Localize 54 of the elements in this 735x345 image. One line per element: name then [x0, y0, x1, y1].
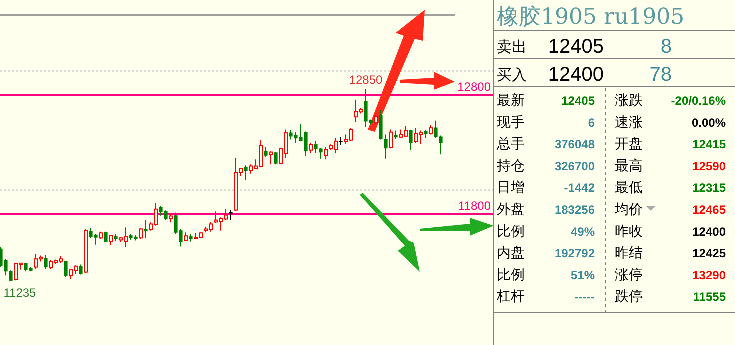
text: 12400: [548, 64, 604, 86]
text: 12405: [548, 36, 604, 58]
text: 12465: [692, 203, 726, 217]
text: 最高: [615, 157, 643, 174]
candlestick: [189, 234, 193, 242]
text: 192792: [554, 246, 596, 261]
text: 49%: [570, 224, 596, 239]
annotation: 12850: [349, 73, 384, 88]
text: -1442: [564, 181, 596, 196]
text: 0.00%: [692, 116, 726, 130]
text: 12405: [562, 94, 596, 108]
text: 外盘: [497, 201, 525, 217]
text: 涨停: [615, 266, 643, 282]
text: 12425: [692, 246, 726, 261]
text: 8: [660, 36, 672, 58]
text: 6: [588, 116, 596, 130]
ref-line-label: 11800: [458, 199, 492, 213]
text: 12590: [692, 159, 726, 174]
text: 均价: [614, 201, 643, 217]
text: 13290: [692, 268, 726, 282]
text: 11555: [693, 290, 726, 304]
text: 12415: [692, 138, 726, 152]
text: 日增: [497, 179, 525, 196]
text: 涨跌: [615, 92, 643, 108]
ref-line-label: 12800: [458, 80, 492, 94]
text: -20/0.16%: [671, 94, 726, 108]
text: 51%: [570, 268, 596, 282]
text: 昨结: [615, 244, 643, 261]
text: 昨收: [615, 222, 643, 239]
text: 内盘: [497, 244, 525, 261]
text: 比例: [497, 266, 525, 282]
text: 跌停: [615, 288, 643, 304]
text: -----: [575, 290, 595, 304]
text: 开盘: [615, 136, 643, 152]
text: 326700: [554, 159, 596, 174]
text: 78: [650, 64, 672, 86]
candlestick: [144, 220, 148, 239]
text: 现手: [497, 114, 525, 130]
text: 最低: [615, 179, 643, 196]
text: 12400: [692, 224, 726, 239]
text: 杠杆: [496, 288, 525, 304]
text: 持仓: [497, 157, 525, 174]
text: 买入: [497, 67, 527, 84]
text: 总手: [496, 136, 525, 152]
text: 速涨: [615, 114, 643, 130]
annotation: 11235: [4, 286, 37, 300]
text: 最新: [497, 92, 525, 108]
candlestick: [384, 134, 388, 160]
text: 卖出: [497, 39, 527, 56]
text: 183256: [554, 203, 596, 217]
text: 376048: [554, 138, 596, 152]
text: 12315: [692, 181, 726, 196]
text: 比例: [497, 222, 525, 239]
text: 橡胶1905 ru1905: [497, 5, 685, 30]
